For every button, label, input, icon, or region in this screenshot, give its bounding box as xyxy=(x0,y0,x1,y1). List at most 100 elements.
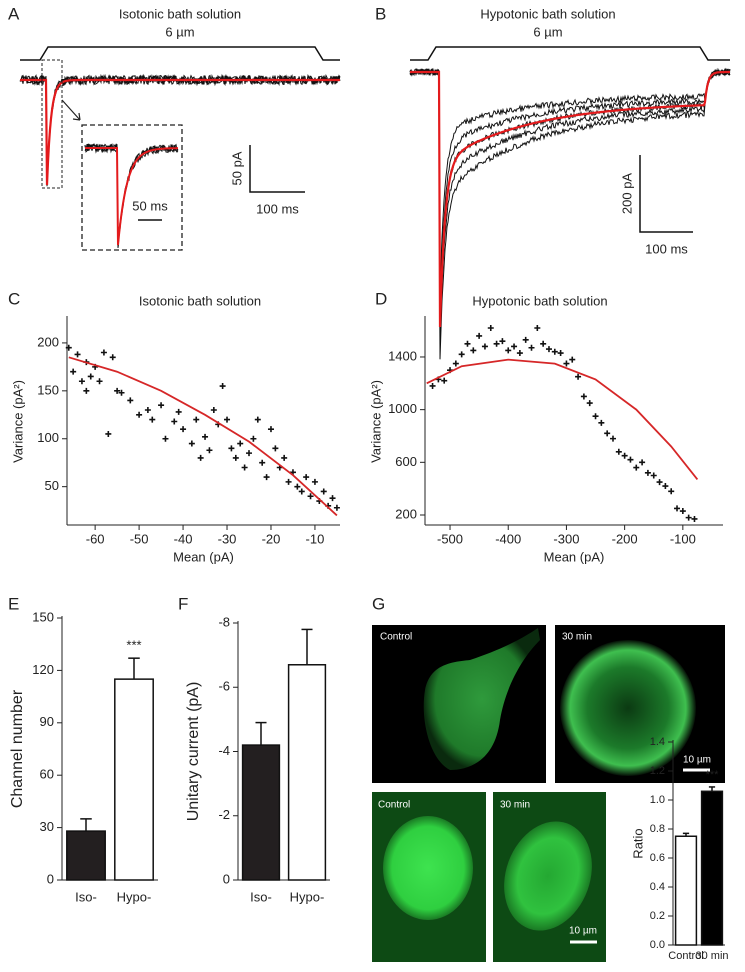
point xyxy=(303,474,310,481)
point xyxy=(452,360,459,367)
y-tick-label: 600 xyxy=(395,454,417,469)
point xyxy=(522,336,529,343)
panel-letter: G xyxy=(372,594,385,613)
x-tick-label: Iso- xyxy=(75,889,97,904)
point xyxy=(237,440,244,447)
mean-trace xyxy=(410,70,730,328)
point xyxy=(569,356,576,363)
y-tick-label: 0.6 xyxy=(650,852,665,864)
point xyxy=(294,483,301,490)
x-tick-label: Hypo- xyxy=(290,889,325,904)
point xyxy=(267,426,274,433)
y-tick-label: 1000 xyxy=(388,401,417,416)
point xyxy=(563,360,570,367)
cell xyxy=(423,628,540,770)
point xyxy=(580,393,587,400)
point xyxy=(621,452,628,459)
y-axis-label: Unitary current (pA) xyxy=(185,682,202,822)
y-tick-label: -8 xyxy=(218,614,230,629)
point xyxy=(505,347,512,354)
trace xyxy=(409,68,731,295)
trace xyxy=(19,73,341,186)
point xyxy=(246,450,252,457)
y-tick-label: 200 xyxy=(37,334,59,349)
point xyxy=(259,459,266,466)
x-tick-label: -100 xyxy=(670,531,696,546)
point xyxy=(662,483,669,490)
x-tick-label: -20 xyxy=(262,531,281,546)
x-tick-label: -500 xyxy=(437,531,463,546)
point xyxy=(627,456,634,463)
point xyxy=(188,440,195,447)
point xyxy=(180,426,187,433)
point xyxy=(193,416,200,423)
point xyxy=(674,505,681,512)
x-tick-label: -50 xyxy=(130,531,149,546)
trace xyxy=(84,143,179,249)
scale-bar xyxy=(249,145,305,193)
y-tick-label: 1400 xyxy=(388,348,417,363)
inset-box xyxy=(81,124,183,251)
y-tick-label: 100 xyxy=(37,430,59,445)
point xyxy=(644,469,651,476)
y-tick-label: 0 xyxy=(47,871,54,886)
point xyxy=(540,340,547,347)
y-tick-label: 0.2 xyxy=(650,910,665,922)
panel-letter: E xyxy=(8,594,19,613)
image-label: 30 min xyxy=(500,800,530,811)
point xyxy=(202,433,209,440)
panel-letter: D xyxy=(375,289,387,308)
x-tick-label: Hypo- xyxy=(117,889,152,904)
point xyxy=(136,411,143,418)
fit-line xyxy=(68,356,338,517)
y-tick-label: 1.2 xyxy=(650,765,665,777)
point xyxy=(441,377,448,384)
image-label: Control xyxy=(380,632,412,643)
cell xyxy=(560,640,696,776)
point xyxy=(250,435,257,442)
point xyxy=(429,382,436,389)
point xyxy=(241,464,248,471)
point xyxy=(333,504,340,511)
point xyxy=(639,459,646,466)
point xyxy=(197,454,204,461)
x-axis-label: Mean (pA) xyxy=(173,549,234,564)
trace xyxy=(409,67,731,345)
point xyxy=(254,416,261,423)
scale-label: 50 pA xyxy=(229,151,244,185)
point xyxy=(109,354,116,361)
point xyxy=(604,430,611,437)
point xyxy=(685,514,692,521)
point xyxy=(228,445,235,452)
point xyxy=(516,350,523,357)
stimulus xyxy=(20,46,340,61)
point xyxy=(65,344,72,351)
point xyxy=(476,332,483,339)
point xyxy=(511,343,518,350)
trace xyxy=(409,67,731,315)
stimulus-label: 6 µm xyxy=(165,24,194,39)
point xyxy=(144,407,151,413)
y-tick-label: 0.0 xyxy=(650,939,665,951)
image-label: 30 min xyxy=(562,632,592,643)
x-axis-label: Mean (pA) xyxy=(544,549,605,564)
point xyxy=(272,445,279,452)
point xyxy=(70,368,77,375)
y-axis-label: Ratio xyxy=(630,828,645,858)
y-tick-label: 30 xyxy=(40,819,54,834)
chart-title: Isotonic bath solution xyxy=(139,293,261,308)
point xyxy=(87,373,94,380)
trace xyxy=(409,67,731,360)
point xyxy=(633,464,640,471)
chart-title: Isotonic bath solution xyxy=(119,6,241,21)
point xyxy=(78,378,85,385)
y-tick-label: 0.8 xyxy=(650,823,665,835)
x-tick-label: -40 xyxy=(174,531,193,546)
y-tick-label: 200 xyxy=(395,506,417,521)
point xyxy=(298,488,305,495)
point xyxy=(329,495,336,502)
scale-label: 100 ms xyxy=(256,201,299,216)
y-tick-label: 1.4 xyxy=(650,736,665,748)
point xyxy=(470,347,477,354)
point xyxy=(281,454,288,461)
